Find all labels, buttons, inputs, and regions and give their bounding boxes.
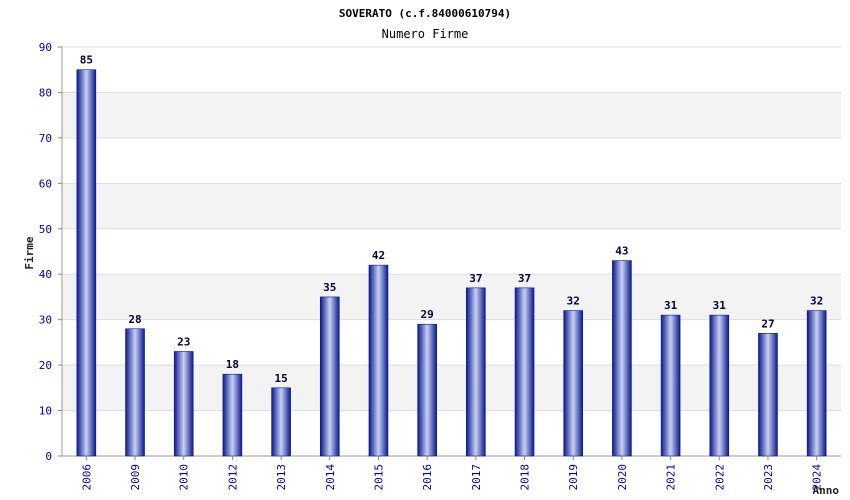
data-label-2018: 37 [518, 272, 531, 285]
data-label-2009: 28 [128, 313, 141, 326]
x-tick-label: 2013 [275, 464, 288, 491]
bar-2015 [368, 264, 389, 457]
x-tick-label: 2019 [567, 464, 580, 491]
y-tick-label: 60 [39, 177, 52, 190]
data-label-2024: 32 [810, 295, 823, 308]
bar-2006 [76, 69, 97, 457]
y-tick-label: 50 [39, 223, 52, 236]
data-label-2014: 35 [323, 281, 336, 294]
data-labels: 85 28 23 18 15 35 42 29 37 37 32 43 31 31 27 32 [80, 54, 824, 385]
x-tick-label: 2006 [80, 464, 93, 491]
y-tick-label: 80 [39, 86, 52, 99]
data-label-2021: 31 [664, 299, 678, 312]
bar-2017 [466, 287, 486, 457]
y-tick-label: 20 [39, 359, 52, 372]
data-label-2016: 29 [421, 308, 434, 321]
y-axis-label: Firme [23, 236, 36, 269]
x-tick-label: 2018 [519, 464, 532, 491]
bar-2019 [563, 310, 584, 457]
chart-subtitle: Numero Firme [382, 27, 469, 41]
data-label-2022: 31 [713, 299, 727, 312]
bar-2024 [806, 310, 827, 457]
x-tick-label: 2014 [324, 464, 337, 491]
bar-2023 [758, 332, 778, 457]
x-axis-ticks: 2006 2009 2010 2012 2013 2014 2015 2016 2017 2018… [80, 456, 824, 491]
data-label-2006: 85 [80, 54, 93, 67]
y-tick-label: 0 [45, 450, 52, 463]
bar-2013 [271, 387, 291, 457]
x-tick-label: 2017 [470, 464, 483, 491]
y-tick-label: 40 [39, 268, 52, 281]
bar-2010 [173, 351, 194, 457]
y-axis-ticks: 0 10 20 30 40 50 60 70 80 90 [39, 41, 62, 463]
x-tick-label: 2024 [811, 464, 824, 491]
data-label-2013: 15 [274, 372, 287, 385]
data-label-2017: 37 [469, 272, 482, 285]
x-tick-label: 2012 [226, 464, 239, 491]
data-label-2015: 42 [372, 249, 385, 262]
x-tick-label: 2015 [372, 464, 385, 491]
bar-2022 [709, 314, 730, 457]
data-label-2020: 43 [615, 245, 628, 258]
x-tick-label: 2021 [665, 464, 678, 491]
bar-2014 [319, 296, 340, 457]
data-label-2019: 32 [567, 295, 580, 308]
bar-2021 [660, 314, 681, 457]
bar-2012 [222, 373, 243, 457]
x-tick-label: 2022 [713, 464, 726, 491]
x-tick-label: 2020 [616, 464, 629, 491]
x-tick-label: 2010 [178, 464, 191, 491]
y-tick-label: 70 [39, 132, 52, 145]
data-label-2012: 18 [226, 358, 239, 371]
bar-2009 [125, 328, 145, 457]
data-label-2010: 23 [177, 335, 190, 348]
grid-band [62, 183, 841, 229]
data-label-2023: 27 [761, 317, 774, 330]
x-tick-label: 2023 [762, 464, 775, 491]
x-tick-label: 2016 [421, 464, 434, 491]
y-tick-label: 30 [39, 314, 52, 327]
x-tick-label: 2009 [129, 464, 142, 491]
x-axis-label: Anno [813, 484, 840, 497]
y-tick-label: 90 [39, 41, 52, 54]
grid-band [62, 274, 841, 320]
bars [76, 69, 827, 457]
bar-2018 [514, 287, 535, 457]
grid-band [62, 92, 841, 138]
bar-2016 [417, 323, 437, 457]
y-tick-label: 10 [39, 405, 52, 418]
bar-2020 [612, 260, 632, 457]
chart-title: SOVERATO (c.f.84000610794) [339, 7, 511, 20]
